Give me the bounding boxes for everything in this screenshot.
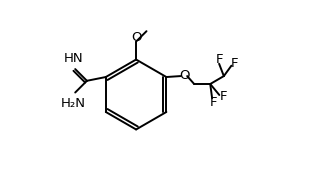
Text: F: F <box>215 53 223 66</box>
Text: O: O <box>179 69 190 82</box>
Text: H₂N: H₂N <box>61 97 86 110</box>
Text: F: F <box>209 96 217 109</box>
Text: HN: HN <box>64 52 83 64</box>
Text: O: O <box>131 31 141 44</box>
Text: F: F <box>220 90 227 103</box>
Text: F: F <box>231 57 239 70</box>
